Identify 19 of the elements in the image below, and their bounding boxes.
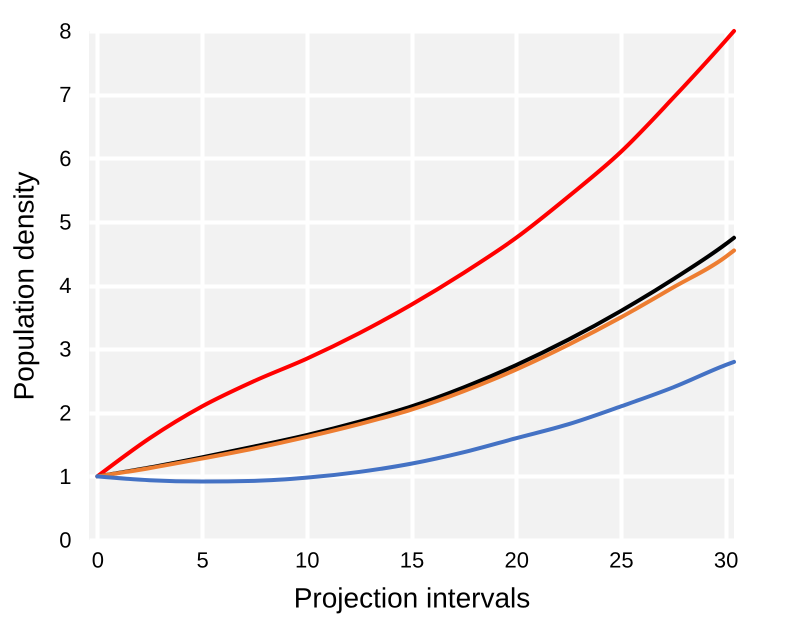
- x-tick-label: 0: [92, 548, 104, 572]
- y-tick-label: 8: [59, 18, 72, 44]
- x-tick-label: 5: [196, 548, 209, 572]
- x-tick-label: 20: [504, 548, 529, 572]
- line-series: [95, 360, 736, 484]
- y-tick-label: 2: [59, 400, 72, 426]
- y-tick-label: 4: [59, 273, 72, 298]
- y-tick-label: 1: [59, 464, 72, 489]
- y-tick-label: 3: [59, 336, 72, 362]
- y-tick-label: 0: [59, 528, 72, 552]
- x-tick-label: 10: [295, 548, 320, 572]
- y-tick-label: 6: [59, 146, 72, 171]
- y-tick-label: 5: [59, 209, 72, 234]
- y-tick-label: 7: [59, 82, 72, 108]
- x-axis-title: Projection intervals: [294, 582, 530, 614]
- x-tick-label: 25: [609, 548, 634, 572]
- y-axis-title: Population density: [8, 172, 40, 400]
- x-tick-label: 30: [714, 548, 738, 572]
- x-tick-label: 15: [400, 548, 424, 572]
